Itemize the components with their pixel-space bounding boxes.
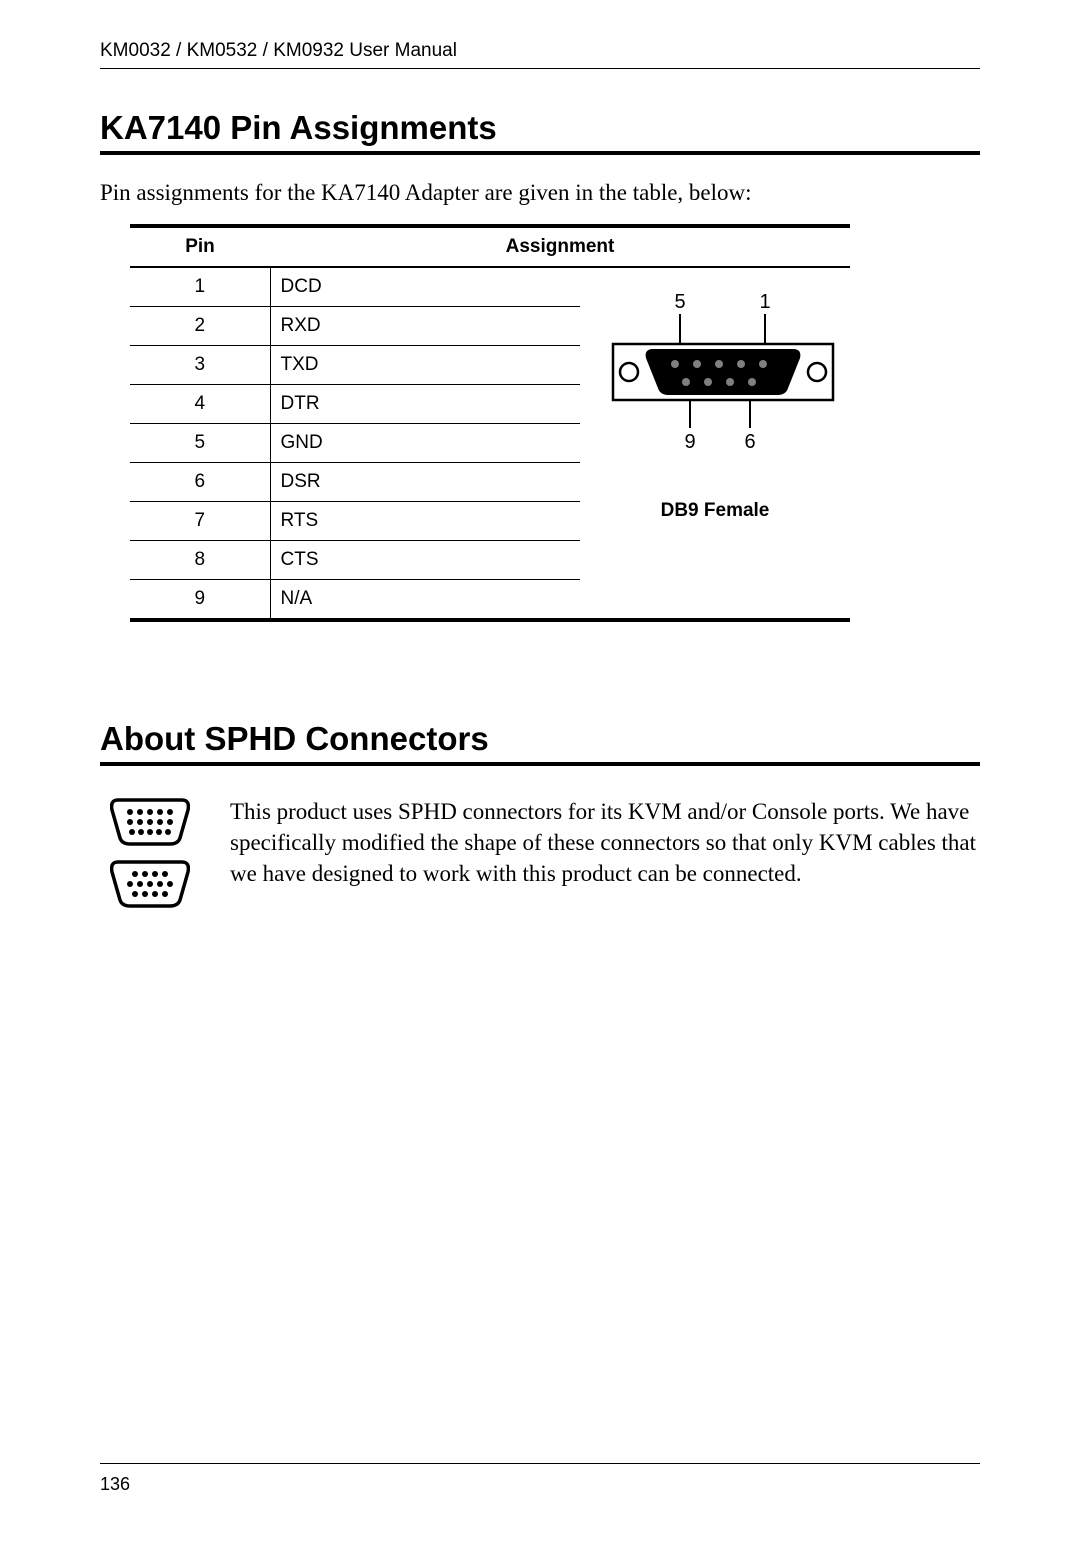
cell-assignment: RTS [270,502,580,541]
cell-pin: 4 [130,385,270,424]
page: KM0032 / KM0532 / KM0932 User Manual KA7… [0,0,1080,1565]
db9-label-9: 9 [684,431,695,453]
table-row: 1 DCD 5 1 [130,267,850,307]
cell-assignment: DTR [270,385,580,424]
cell-pin: 6 [130,463,270,502]
sphd-paragraph: This product uses SPHD connectors for it… [230,796,980,889]
sphd-connector-13pin-icon [110,858,190,910]
db9-connector-icon: 5 1 [595,286,835,466]
section-title-sphd: About SPHD Connectors [100,720,980,758]
section-rule [100,762,980,766]
db9-screw-right-icon [808,363,826,381]
db9-label-6: 6 [744,431,755,453]
cell-assignment: DSR [270,463,580,502]
db9-shell-icon [647,350,800,394]
sphd-icon-column [110,796,200,910]
cell-assignment: CTS [270,541,580,580]
cell-pin: 2 [130,307,270,346]
cell-pin: 9 [130,580,270,621]
table-header-pin: Pin [130,226,270,267]
page-footer: 136 [100,1463,980,1495]
running-header: KM0032 / KM0532 / KM0932 User Manual [100,40,980,69]
cell-assignment: TXD [270,346,580,385]
sphd-block: This product uses SPHD connectors for it… [100,796,980,910]
cell-pin: 7 [130,502,270,541]
pin-assignment-table: Pin Assignment 1 DCD 5 1 [130,224,850,622]
db9-label-1: 1 [759,291,770,313]
footer-rule [100,1463,980,1464]
cell-assignment: N/A [270,580,580,621]
db9-caption: DB9 Female [661,500,770,522]
table-header-assignment: Assignment [270,226,850,267]
cell-assignment: GND [270,424,580,463]
db9-diagram-cell: 5 1 [580,267,850,620]
cell-assignment: DCD [270,267,580,307]
cell-pin: 8 [130,541,270,580]
cell-pin: 3 [130,346,270,385]
cell-pin: 1 [130,267,270,307]
cell-pin: 5 [130,424,270,463]
pin-table-container: Pin Assignment 1 DCD 5 1 [130,224,850,622]
cell-assignment: RXD [270,307,580,346]
section1-intro: Pin assignments for the KA7140 Adapter a… [100,177,980,208]
section-rule [100,151,980,155]
page-number: 136 [100,1474,980,1495]
db9-screw-left-icon [620,363,638,381]
sphd-connector-15pin-icon [110,796,190,848]
db9-label-5: 5 [674,291,685,313]
section-title-pin-assignments: KA7140 Pin Assignments [100,109,980,147]
db9-diagram: 5 1 [590,286,840,522]
